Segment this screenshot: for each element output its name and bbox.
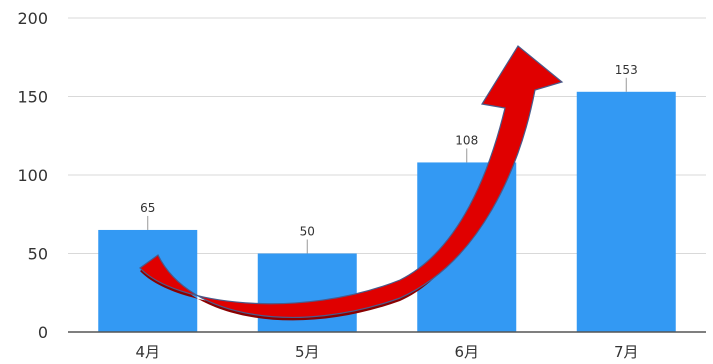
bar-7月	[576, 91, 676, 332]
y-tick-label: 50	[28, 245, 48, 264]
x-category-label: 7月	[614, 343, 639, 361]
y-tick-label: 0	[38, 323, 48, 342]
data-label: 65	[140, 201, 155, 215]
trend-arrow-annotation	[139, 45, 564, 321]
data-label: 153	[615, 63, 638, 77]
bar-5月	[257, 253, 357, 332]
x-category-label: 4月	[135, 343, 160, 361]
y-tick-label: 200	[17, 9, 48, 28]
y-axis-ticks: 0 50 100 150 200	[17, 9, 48, 342]
bar-4月	[98, 229, 198, 332]
x-category-label: 5月	[295, 343, 320, 361]
y-tick-label: 150	[17, 88, 48, 107]
data-label: 108	[455, 133, 478, 147]
data-label: 50	[300, 225, 315, 239]
x-axis-categories: 4月 5月 6月 7月	[135, 343, 638, 361]
y-tick-label: 100	[17, 166, 48, 185]
trend-arrow-icon	[139, 45, 564, 318]
data-labels: 65 50 108 153	[140, 63, 638, 254]
bars	[98, 91, 676, 332]
x-category-label: 6月	[454, 343, 479, 361]
